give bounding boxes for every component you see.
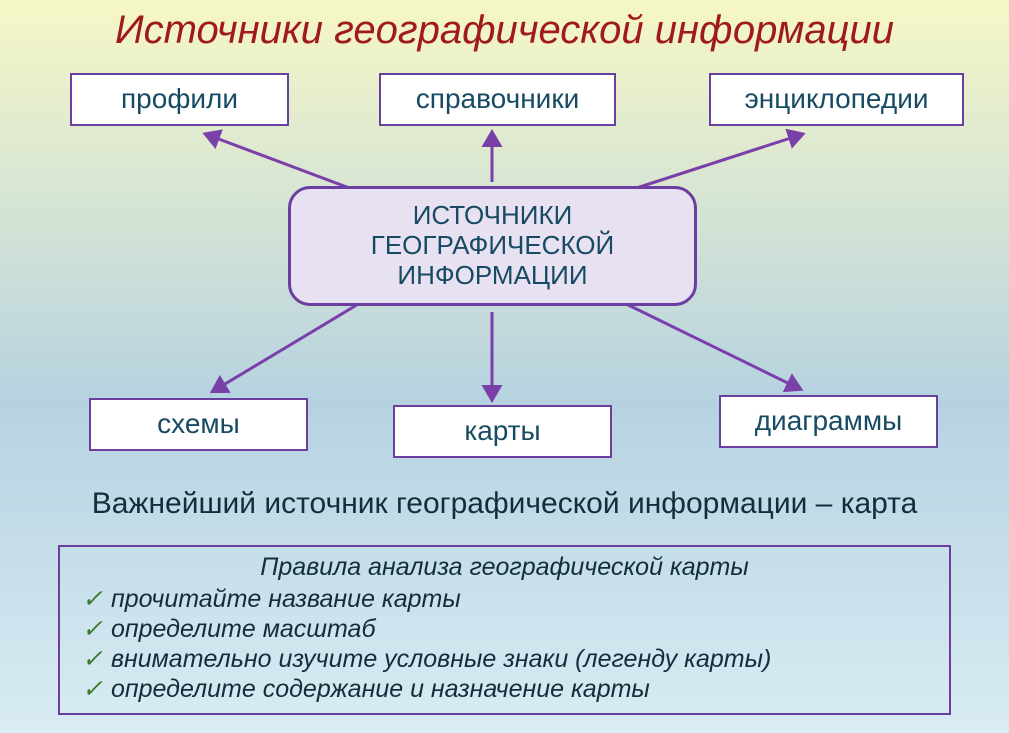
rules-item: прочитайте название карты: [82, 584, 927, 614]
center-node: ИСТОЧНИКИ ГЕОГРАФИЧЕСКОЙ ИНФОРМАЦИИ: [288, 186, 697, 306]
rules-box: Правила анализа географической карты про…: [58, 545, 951, 715]
node-bot-mid: карты: [393, 405, 612, 458]
page-title: Источники географической информации: [0, 8, 1009, 53]
subtitle: Важнейший источник географической информ…: [0, 487, 1009, 521]
rules-item: внимательно изучите условные знаки (леге…: [82, 644, 927, 674]
rules-item: определите содержание и назначение карты: [82, 674, 927, 704]
rules-item: определите масштаб: [82, 614, 927, 644]
node-bot-right: диаграммы: [719, 395, 938, 448]
node-top-right: энциклопедии: [709, 73, 964, 126]
node-top-left: профили: [70, 73, 289, 126]
node-bot-left: схемы: [89, 398, 308, 451]
node-top-mid: справочники: [379, 73, 616, 126]
rules-title: Правила анализа географической карты: [82, 553, 927, 582]
